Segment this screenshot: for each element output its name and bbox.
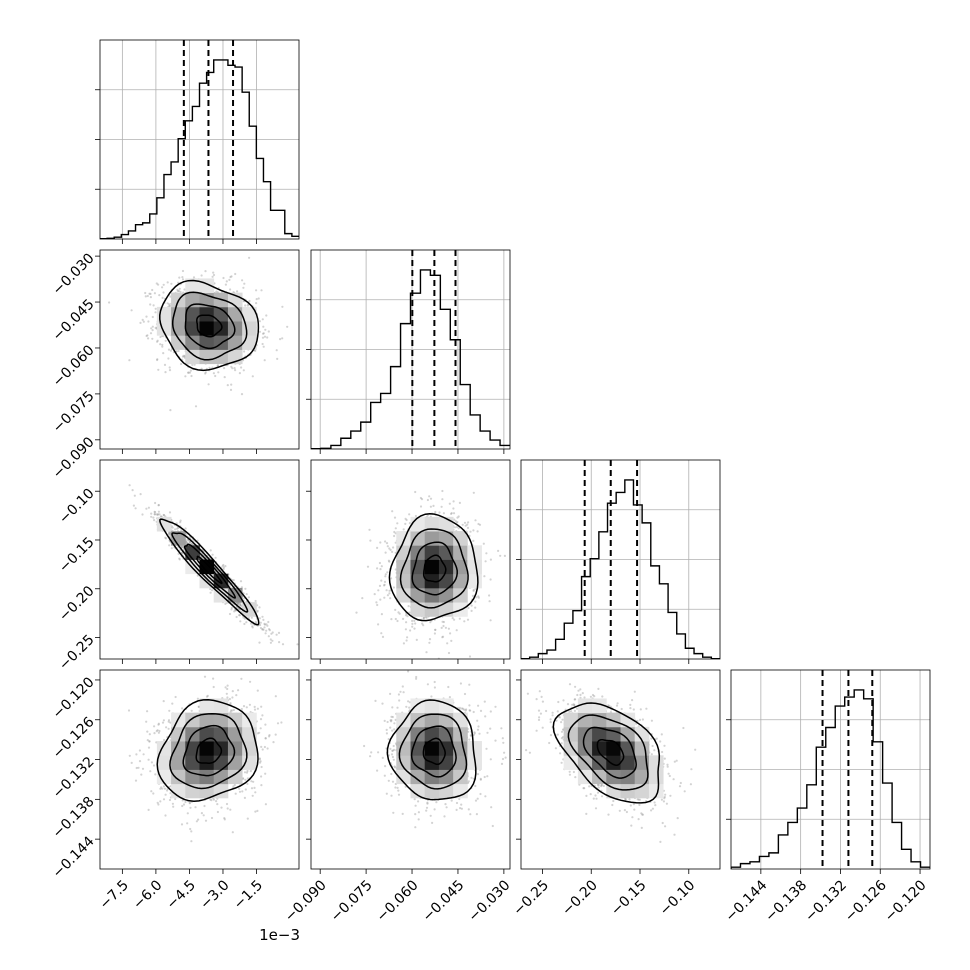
- contour-2: [171, 291, 248, 361]
- contour-0: [422, 737, 446, 766]
- histogram-step: [311, 269, 510, 449]
- x-tick-label: −0.144: [723, 877, 771, 925]
- contour-2: [171, 532, 249, 613]
- histogram-step: [521, 479, 720, 659]
- x-tick-label: −0.075: [328, 877, 376, 925]
- density-grid: [396, 516, 482, 617]
- histogram-panel-3: [731, 670, 930, 869]
- y-tick-label: −0.20: [56, 583, 98, 625]
- contour-2: [398, 713, 468, 790]
- panel-frame-1-0: [99, 249, 300, 450]
- y-tick-label: −0.045: [50, 296, 98, 344]
- x-tick-label: −1.5: [231, 877, 266, 912]
- contour-2: [399, 528, 469, 609]
- scatter-panel-3-1: [363, 670, 507, 829]
- scatter-panel-2-0: [128, 484, 299, 646]
- y-tick-label: −0.15: [56, 534, 98, 576]
- contour-3: [159, 279, 260, 372]
- x-tick-label: −0.25: [510, 877, 552, 919]
- panel-frame-3-0: [99, 669, 300, 870]
- x-tick-label: −7.5: [97, 877, 132, 912]
- y-tick-label: −0.060: [50, 342, 98, 390]
- histogram-panel-2: [521, 460, 720, 659]
- contour-3: [156, 699, 259, 803]
- histogram-panel-1: [311, 250, 510, 449]
- x-tick-label: −0.060: [374, 877, 422, 925]
- scatter-panel-3-0: [127, 675, 283, 843]
- y-tick-label: −0.090: [50, 434, 98, 482]
- x-tick-label: −0.20: [559, 877, 601, 919]
- contour-0: [196, 314, 223, 338]
- x-tick-label: −0.030: [466, 877, 514, 925]
- panel-frame-2-0: [99, 459, 300, 660]
- y-tick-label: −0.075: [50, 388, 98, 436]
- contour-0: [422, 554, 447, 583]
- contour-2: [567, 714, 649, 791]
- x-tick-label: −0.15: [608, 877, 650, 919]
- y-tick-label: −0.10: [56, 486, 98, 528]
- contour-1: [183, 543, 236, 599]
- scatter-panel-1-0: [108, 256, 289, 412]
- contour-2: [169, 713, 248, 790]
- x-tick-label: −4.5: [164, 877, 199, 912]
- contour-1: [182, 724, 236, 777]
- histogram-step: [731, 689, 930, 869]
- contour-1: [410, 725, 457, 778]
- contour-0: [596, 739, 625, 766]
- y-tick-label: −0.126: [50, 714, 98, 762]
- y-tick-label: −0.120: [50, 674, 98, 722]
- histogram-step: [100, 59, 299, 239]
- density-grid: [563, 698, 664, 799]
- contour-3: [552, 702, 661, 804]
- panel-frame-2-1: [310, 459, 511, 660]
- panel-frame-3-2: [520, 669, 721, 870]
- x-tick-label: −0.126: [842, 877, 890, 925]
- x-tick-label: −0.090: [282, 877, 330, 925]
- scatter-panel-3-2: [525, 683, 697, 844]
- y-tick-label: −0.132: [50, 754, 98, 802]
- contour-0: [195, 737, 223, 764]
- x-tick-label: −3.0: [197, 877, 232, 912]
- contour-1: [411, 541, 458, 596]
- contour-0: [196, 555, 223, 585]
- x-tick-label: −0.138: [762, 877, 810, 925]
- contour-1: [582, 726, 637, 779]
- x-tick-label: −0.10: [657, 877, 699, 919]
- density-grid: [156, 516, 257, 617]
- y-tick-label: −0.25: [56, 632, 98, 674]
- y-tick-label: −0.138: [50, 794, 98, 842]
- x-tick-label: −0.120: [882, 877, 930, 925]
- contour-3: [386, 699, 477, 801]
- contour-3: [159, 518, 260, 626]
- histogram-panel-0: [100, 40, 299, 239]
- x-tick-label: −0.045: [420, 877, 468, 925]
- y-tick-label: −0.030: [50, 250, 98, 298]
- panel-frame-3-1: [310, 669, 511, 870]
- x-tick-label: −6.0: [130, 877, 165, 912]
- x-tick-label: −0.132: [802, 877, 850, 925]
- y-tick-label: −0.144: [50, 833, 98, 881]
- contour-1: [184, 303, 236, 350]
- contour-3: [388, 512, 479, 622]
- axis-offset-label: 1e−3: [259, 926, 300, 944]
- scatter-panel-2-1: [355, 489, 506, 659]
